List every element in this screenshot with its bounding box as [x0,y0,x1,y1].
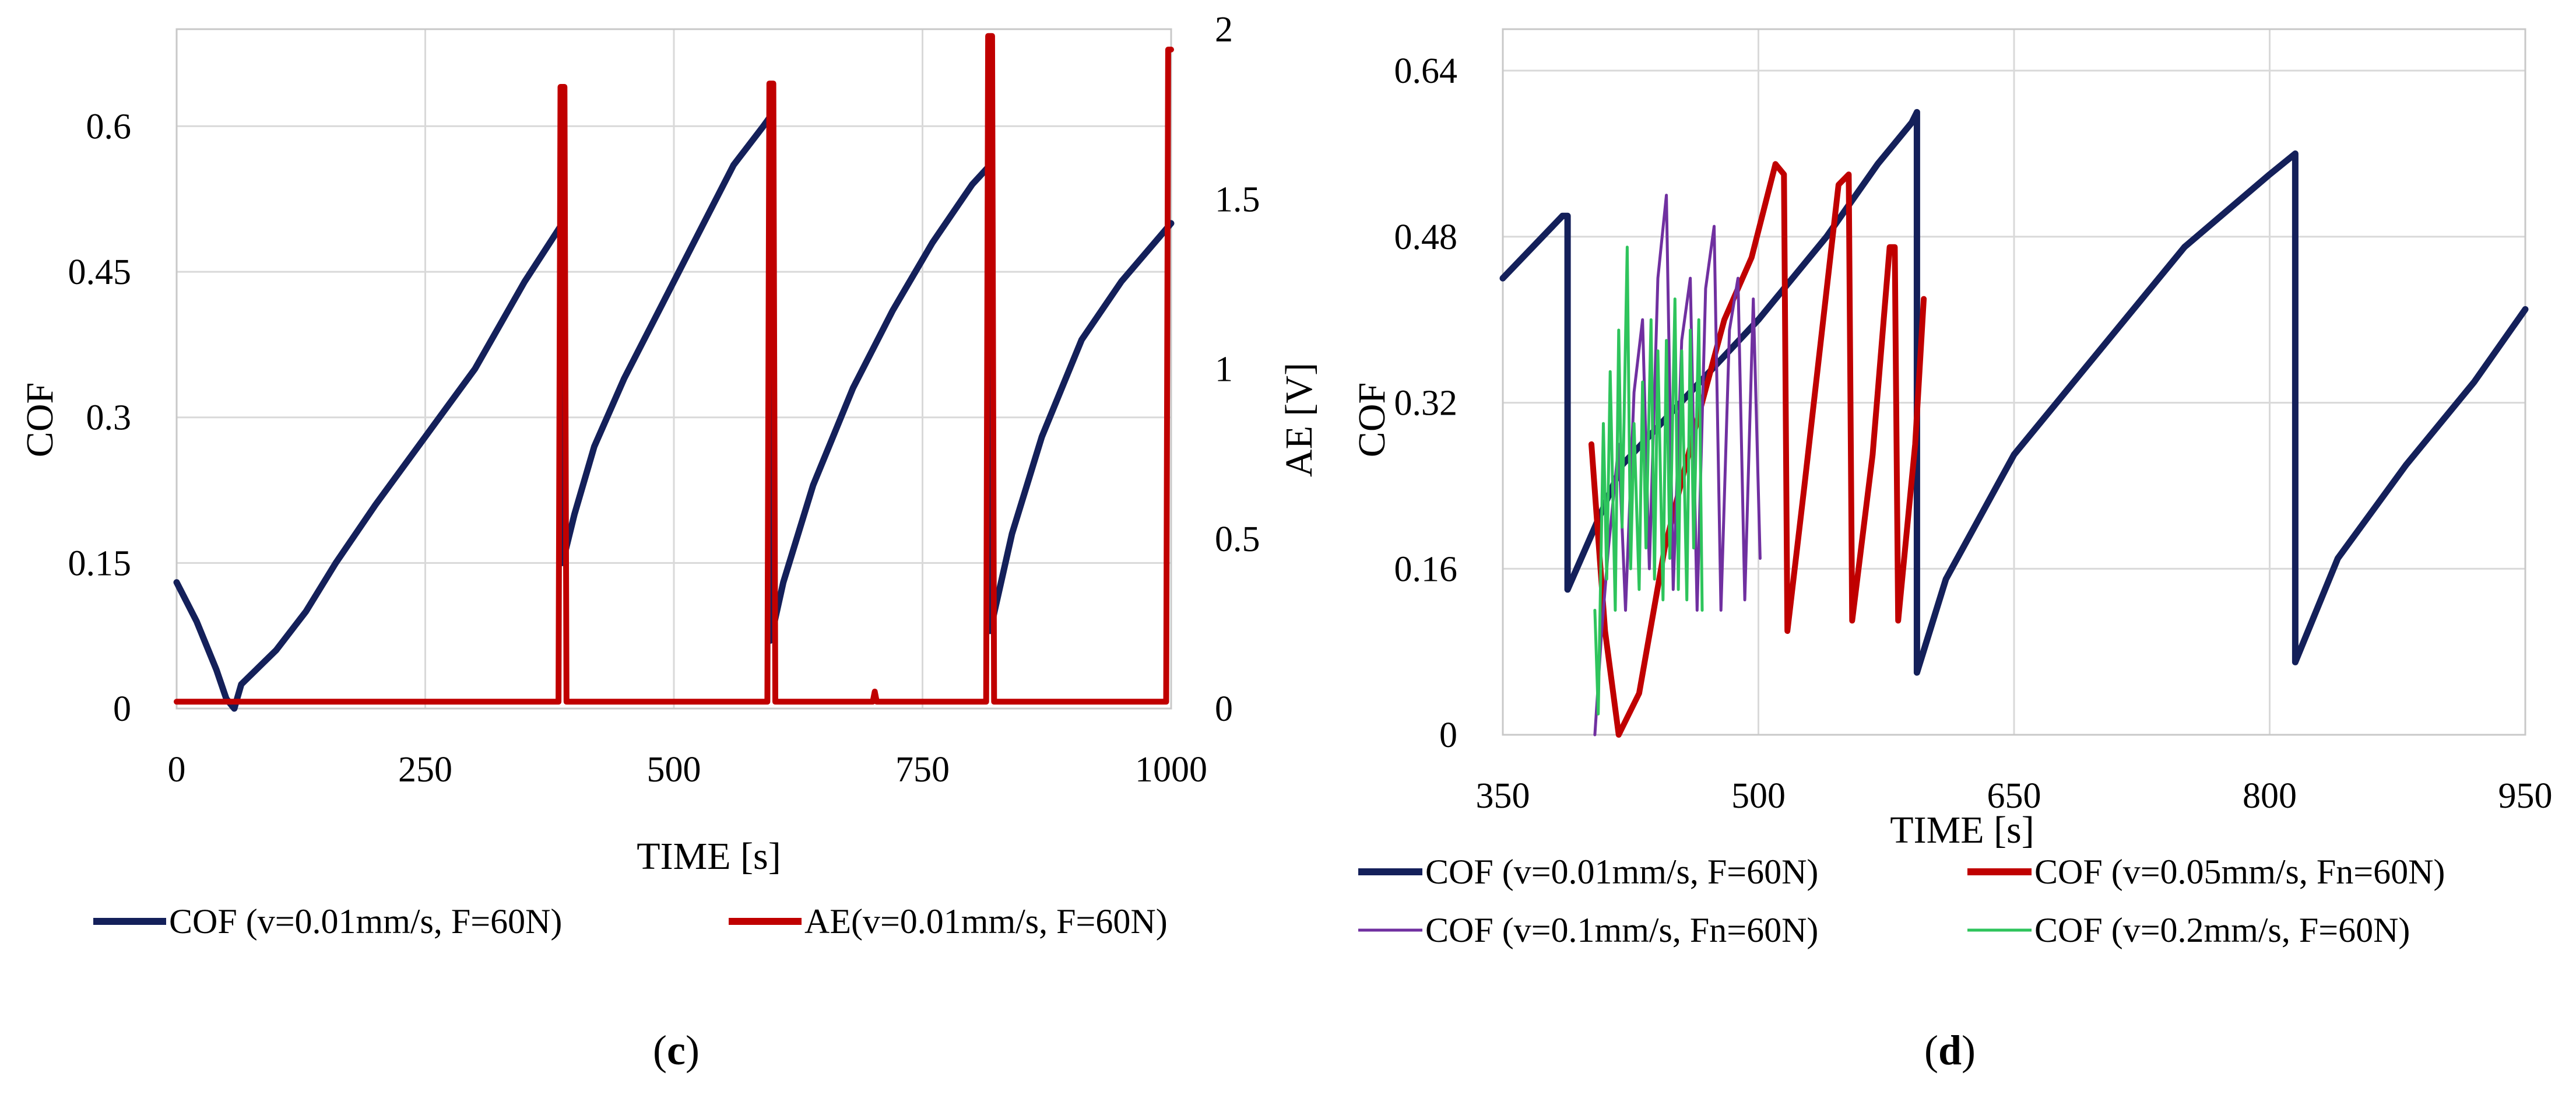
d-y-axis-title: COF [1351,383,1393,457]
c-y2-tick-labels: 0 0.5 1 1.5 2 [1215,10,1260,729]
panel-label-c: (c) [653,1027,700,1074]
d-x-tick-label: 500 [1731,776,1786,816]
c-y-tick-labels: 0 0.15 0.3 0.45 0.6 [68,107,132,729]
d-legend-label-1: COF (v=0.01mm/s, F=60N) [1425,853,1818,891]
d-y-tick-label: 0.16 [1394,549,1458,589]
c-y2-tick-label: 1 [1215,350,1233,390]
d-x-tick-label: 650 [1987,776,2041,816]
c-x-tick-label: 0 [168,750,186,790]
d-y-tick-label: 0.32 [1394,384,1458,423]
d-x-axis-title: TIME [s] [1890,809,2034,851]
d-y-tick-label: 0 [1439,716,1457,755]
chart-panel-d: 350 500 650 800 950 0 0.16 0.32 0.48 0.64 TIME [… [1351,28,2553,1074]
d-x-tick-label: 950 [2498,776,2553,816]
c-x-tick-label: 250 [398,750,452,790]
c-plot-area [175,28,1172,710]
c-y-tick-label: 0.15 [68,544,132,583]
panel-label-d: (d) [1924,1027,1976,1074]
c-y-axis-title: COF [19,383,61,457]
d-series-line-4 [1593,246,1704,716]
c-series-group [173,33,1175,712]
c-y2-tick-label: 2 [1215,10,1233,50]
d-x-tick-label: 800 [2243,776,2297,816]
c-gridlines [175,29,1172,710]
c-x-tick-labels: 0 250 500 750 1000 [168,750,1208,790]
c-y-tick-label: 0.3 [86,398,132,438]
d-legend-label-2: COF (v=0.05mm/s, Fn=60N) [2034,853,2445,891]
c-y2-tick-label: 0 [1215,689,1233,729]
c-y2-axis-title: AE [V] [1278,363,1320,477]
c-x-tick-label: 500 [647,750,701,790]
d-legend: COF (v=0.01mm/s, F=60N) COF (v=0.05mm/s,… [1358,853,2445,949]
d-plot-area [1502,28,2526,736]
d-y-tick-label: 0.48 [1394,218,1458,257]
d-x-tick-labels: 350 500 650 800 950 [1476,776,2553,816]
c-y-tick-label: 0.6 [86,107,132,146]
d-y-tick-label: 0.64 [1394,51,1458,91]
c-legend-label-cof: COF (v=0.01mm/s, F=60N) [169,902,562,941]
c-x-tick-label: 750 [895,750,950,790]
c-y-tick-label: 0.45 [68,253,132,292]
c-x-tick-label: 1000 [1135,750,1207,790]
c-series-line-2 [174,33,1174,705]
c-y-tick-label: 0 [113,689,131,729]
c-legend: COF (v=0.01mm/s, F=60N) AE(v=0.01mm/s, F… [93,902,1168,941]
c-legend-label-ae: AE(v=0.01mm/s, F=60N) [804,902,1168,941]
c-x-axis-title: TIME [s] [637,835,781,878]
d-y-tick-labels: 0 0.16 0.32 0.48 0.64 [1394,51,1458,755]
d-series-line-2 [1589,161,1927,738]
chart-panel-c: 0 250 500 750 1000 0 0.15 0.3 0.45 0.6 0 0.5 1 1.5 2… [19,10,1320,1074]
c-y2-tick-label: 1.5 [1215,180,1260,219]
d-legend-label-3: COF (v=0.1mm/s, Fn=60N) [1425,911,1818,949]
d-x-tick-label: 350 [1476,776,1530,816]
c-y2-tick-label: 0.5 [1215,520,1260,559]
d-legend-label-4: COF (v=0.2mm/s, F=60N) [2034,911,2410,949]
d-series-group [1499,108,2529,738]
